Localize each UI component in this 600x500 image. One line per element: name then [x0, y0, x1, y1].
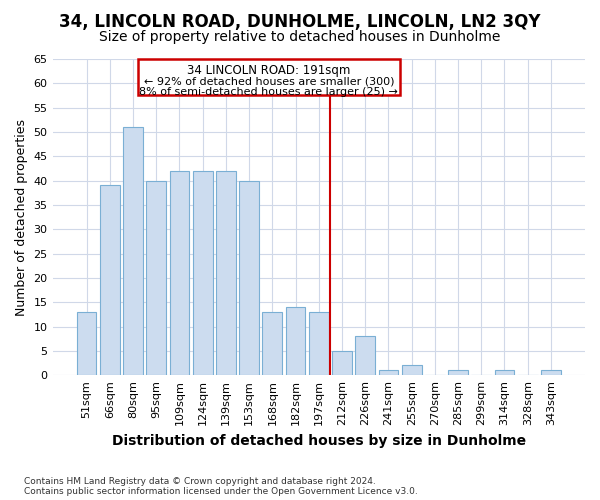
Bar: [379, 370, 398, 375]
Bar: [100, 186, 119, 375]
Bar: [239, 180, 259, 375]
Bar: [77, 312, 97, 375]
Text: Size of property relative to detached houses in Dunholme: Size of property relative to detached ho…: [100, 30, 500, 44]
Bar: [146, 180, 166, 375]
Bar: [402, 366, 422, 375]
Bar: [332, 351, 352, 375]
Text: ← 92% of detached houses are smaller (300): ← 92% of detached houses are smaller (30…: [143, 76, 394, 86]
Bar: [541, 370, 561, 375]
Bar: [170, 171, 190, 375]
Bar: [193, 171, 212, 375]
FancyBboxPatch shape: [137, 59, 400, 96]
Bar: [123, 127, 143, 375]
Text: 34, LINCOLN ROAD, DUNHOLME, LINCOLN, LN2 3QY: 34, LINCOLN ROAD, DUNHOLME, LINCOLN, LN2…: [59, 12, 541, 30]
Bar: [355, 336, 375, 375]
Bar: [262, 312, 282, 375]
Y-axis label: Number of detached properties: Number of detached properties: [15, 118, 28, 316]
Text: Contains public sector information licensed under the Open Government Licence v3: Contains public sector information licen…: [24, 487, 418, 496]
X-axis label: Distribution of detached houses by size in Dunholme: Distribution of detached houses by size …: [112, 434, 526, 448]
Bar: [448, 370, 468, 375]
Text: Contains HM Land Registry data © Crown copyright and database right 2024.: Contains HM Land Registry data © Crown c…: [24, 477, 376, 486]
Bar: [216, 171, 236, 375]
Text: 8% of semi-detached houses are larger (25) →: 8% of semi-detached houses are larger (2…: [139, 87, 398, 97]
Bar: [286, 307, 305, 375]
Text: 34 LINCOLN ROAD: 191sqm: 34 LINCOLN ROAD: 191sqm: [187, 64, 350, 77]
Bar: [309, 312, 329, 375]
Bar: [494, 370, 514, 375]
